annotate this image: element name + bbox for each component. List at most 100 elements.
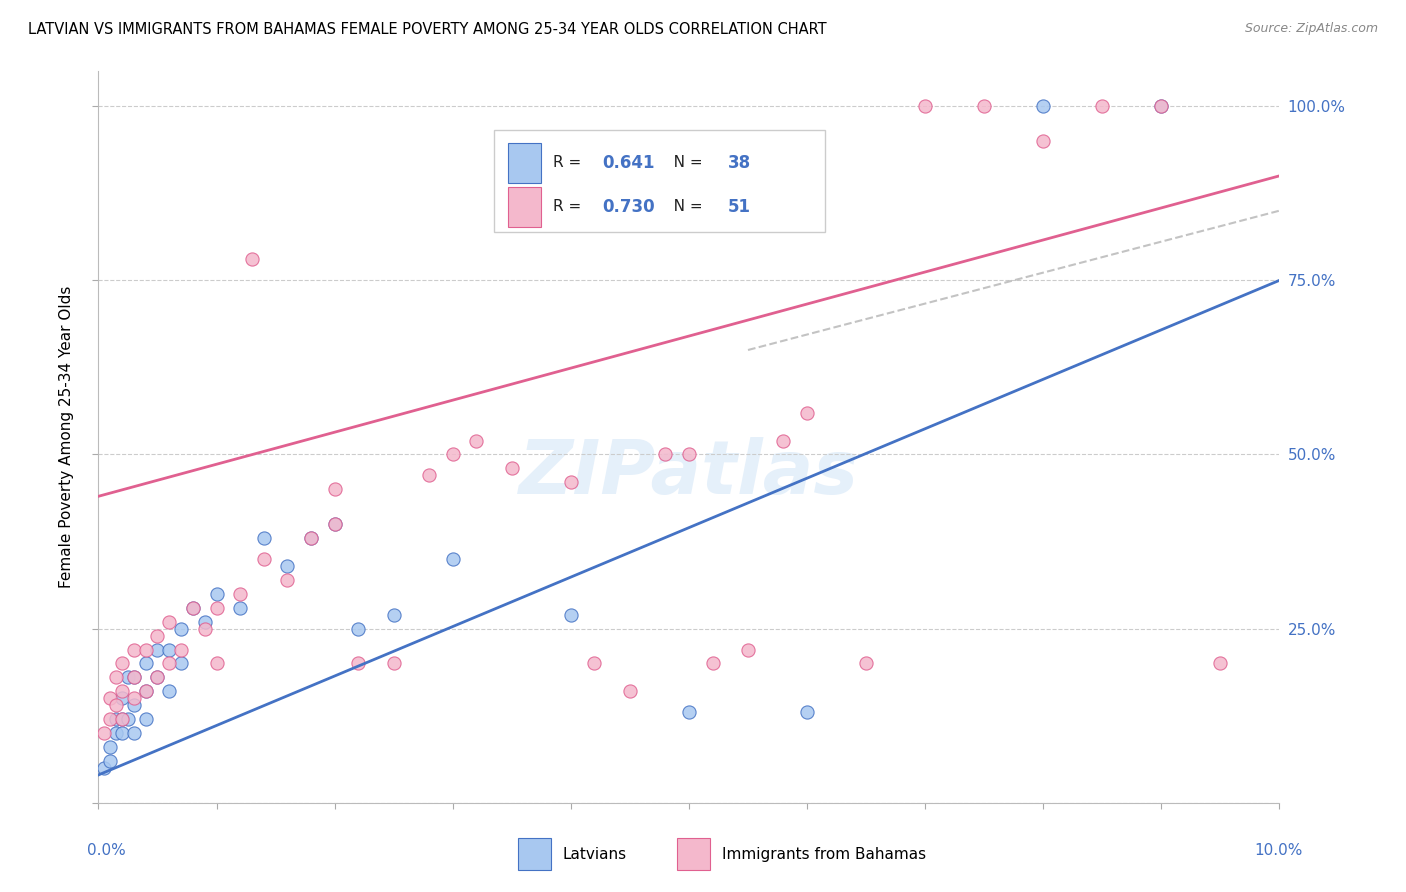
Point (146, 670, 169, 684)
Point (105, 712, 128, 726)
FancyBboxPatch shape (508, 143, 541, 183)
Point (276, 573, 298, 587)
Point (299, 531, 322, 545)
FancyBboxPatch shape (517, 838, 551, 871)
Text: Latvians: Latvians (562, 847, 627, 862)
Point (135, 684, 157, 698)
Point (205, 600, 228, 615)
Point (276, 558, 298, 573)
Text: 0.730: 0.730 (603, 198, 655, 216)
Point (1032, 99, 1054, 113)
Text: Immigrants from Bahamas: Immigrants from Bahamas (723, 847, 927, 862)
Point (229, 600, 252, 615)
Point (181, 600, 204, 615)
Point (441, 448, 464, 462)
Point (98, 691, 121, 706)
Text: 10.0%: 10.0% (1254, 843, 1303, 858)
Point (117, 670, 139, 684)
Point (253, 552, 276, 566)
Point (122, 726, 145, 740)
Point (146, 670, 169, 684)
Point (135, 712, 157, 726)
Point (170, 622, 193, 636)
Point (678, 448, 700, 462)
Point (146, 629, 169, 643)
Text: 0.641: 0.641 (603, 153, 655, 171)
Point (323, 517, 346, 532)
Point (111, 712, 134, 726)
Point (93, 761, 115, 775)
Point (560, 607, 582, 622)
Point (111, 691, 134, 706)
Point (111, 712, 134, 726)
Text: ZIPatlas: ZIPatlas (519, 437, 859, 510)
Point (501, 461, 523, 475)
Text: 51: 51 (728, 198, 751, 216)
Point (347, 657, 370, 671)
Text: LATVIAN VS IMMIGRANTS FROM BAHAMAS FEMALE POVERTY AMONG 25-34 YEAR OLDS CORRELAT: LATVIAN VS IMMIGRANTS FROM BAHAMAS FEMAL… (28, 22, 827, 37)
FancyBboxPatch shape (508, 186, 541, 227)
Point (122, 670, 145, 684)
Point (105, 726, 128, 740)
Point (170, 657, 193, 671)
Point (1150, 99, 1173, 113)
Point (583, 657, 606, 671)
Point (973, 99, 995, 113)
Point (135, 657, 157, 671)
Point (117, 712, 139, 726)
Point (205, 657, 228, 671)
Point (157, 615, 180, 629)
Point (253, 531, 276, 545)
Point (914, 99, 936, 113)
Text: N =: N = (659, 155, 707, 170)
Point (418, 468, 440, 483)
Text: R =: R = (553, 155, 586, 170)
Point (855, 657, 877, 671)
FancyBboxPatch shape (494, 130, 825, 232)
Point (619, 684, 641, 698)
Point (796, 705, 818, 719)
Point (105, 670, 128, 684)
Point (98, 712, 121, 726)
Point (122, 691, 145, 706)
Point (122, 642, 145, 657)
Point (560, 475, 582, 490)
FancyBboxPatch shape (678, 838, 710, 871)
Point (772, 434, 794, 448)
Point (382, 607, 405, 622)
Point (240, 252, 263, 267)
Point (181, 600, 204, 615)
Point (382, 657, 405, 671)
Text: 38: 38 (728, 153, 751, 171)
Point (1150, 99, 1173, 113)
Point (205, 587, 228, 601)
Point (654, 448, 676, 462)
Text: R =: R = (553, 199, 586, 214)
Point (157, 684, 180, 698)
Point (135, 642, 157, 657)
Point (146, 642, 169, 657)
Point (111, 684, 134, 698)
Point (93, 726, 115, 740)
Point (347, 622, 370, 636)
Point (737, 642, 759, 657)
Point (299, 531, 322, 545)
Point (98, 740, 121, 755)
Point (796, 406, 818, 420)
Point (1091, 99, 1114, 113)
Point (111, 726, 134, 740)
Text: 0.0%: 0.0% (87, 843, 125, 858)
Point (323, 517, 346, 532)
Point (678, 705, 700, 719)
Point (157, 642, 180, 657)
Point (170, 642, 193, 657)
Point (229, 587, 252, 601)
Point (122, 670, 145, 684)
Point (702, 657, 724, 671)
Text: N =: N = (659, 199, 707, 214)
Point (441, 552, 464, 566)
Point (98, 754, 121, 768)
Point (122, 698, 145, 713)
Y-axis label: Female Poverty Among 25-34 Year Olds: Female Poverty Among 25-34 Year Olds (59, 286, 75, 588)
Point (323, 483, 346, 497)
